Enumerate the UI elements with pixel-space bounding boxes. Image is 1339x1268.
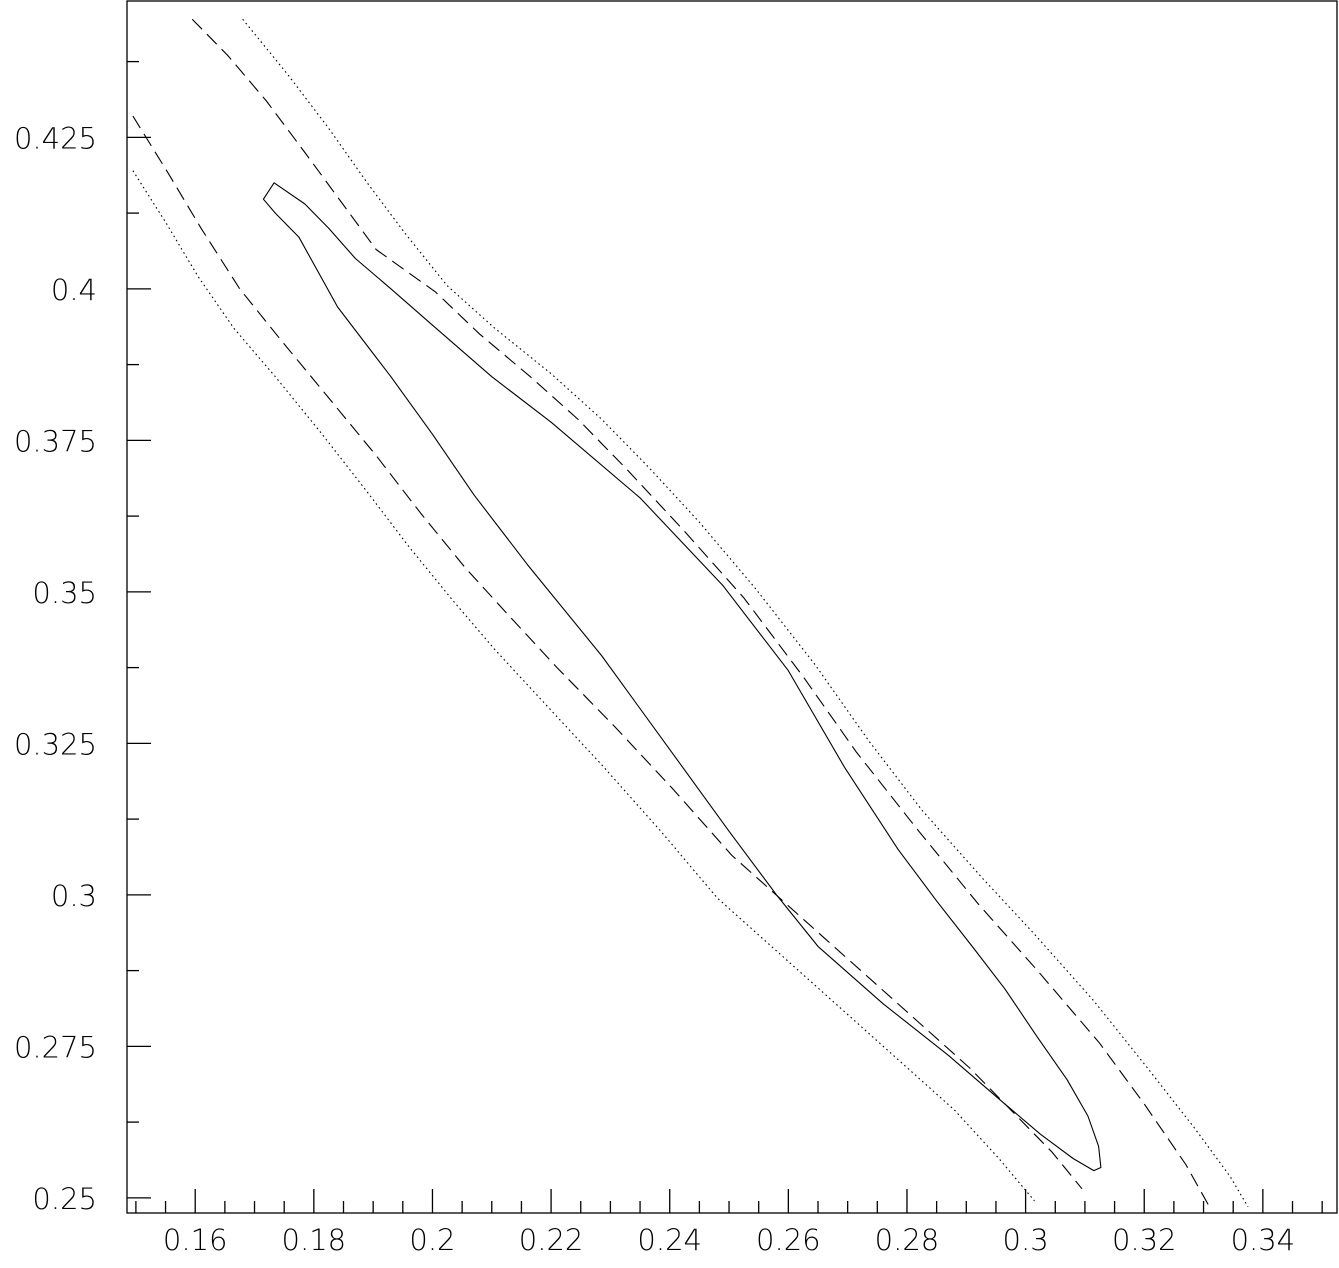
y-tick-label: 0.275	[14, 1030, 97, 1064]
y-tick-label: 0.425	[14, 121, 97, 155]
y-axis-tick-labels: 0.25 0.275 0.3 0.325 0.35 0.375 0.4 0.425	[14, 121, 97, 1216]
y-tick-label: 0.35	[32, 576, 97, 610]
x-axis-ticks	[135, 1189, 1323, 1213]
x-axis-tick-labels: 0.16 0.18 0.2 0.22 0.24 0.26 0.28 0.3 0.32 0.34	[163, 1223, 1295, 1257]
x-tick-label: 0.16	[163, 1223, 228, 1257]
y-tick-label: 0.375	[14, 424, 97, 458]
contour-solid-0	[262, 182, 1102, 1172]
x-tick-label: 0.24	[637, 1223, 702, 1257]
x-tick-label: 0.34	[1231, 1223, 1296, 1257]
x-tick-label: 0.3	[1003, 1223, 1049, 1257]
plot-frame	[126, 0, 1338, 1214]
x-tick-label: 0.28	[875, 1223, 940, 1257]
contour-dashed-1	[191, 18, 1210, 1208]
y-tick-label: 0.4	[51, 273, 97, 307]
contour-series	[132, 18, 1249, 1208]
x-tick-label: 0.32	[1112, 1223, 1177, 1257]
y-tick-label: 0.3	[51, 879, 97, 913]
x-tick-label: 0.26	[756, 1223, 821, 1257]
y-tick-label: 0.325	[14, 727, 97, 761]
x-tick-label: 0.22	[519, 1223, 584, 1257]
x-tick-label: 0.18	[282, 1223, 347, 1257]
contour-dotted-3	[242, 18, 1249, 1208]
x-tick-label: 0.2	[409, 1223, 455, 1257]
y-axis-ticks	[127, 60, 151, 1199]
contour-dotted-4	[132, 170, 1035, 1202]
contour-dashed-2	[132, 115, 1083, 1190]
y-tick-label: 0.25	[32, 1182, 97, 1216]
